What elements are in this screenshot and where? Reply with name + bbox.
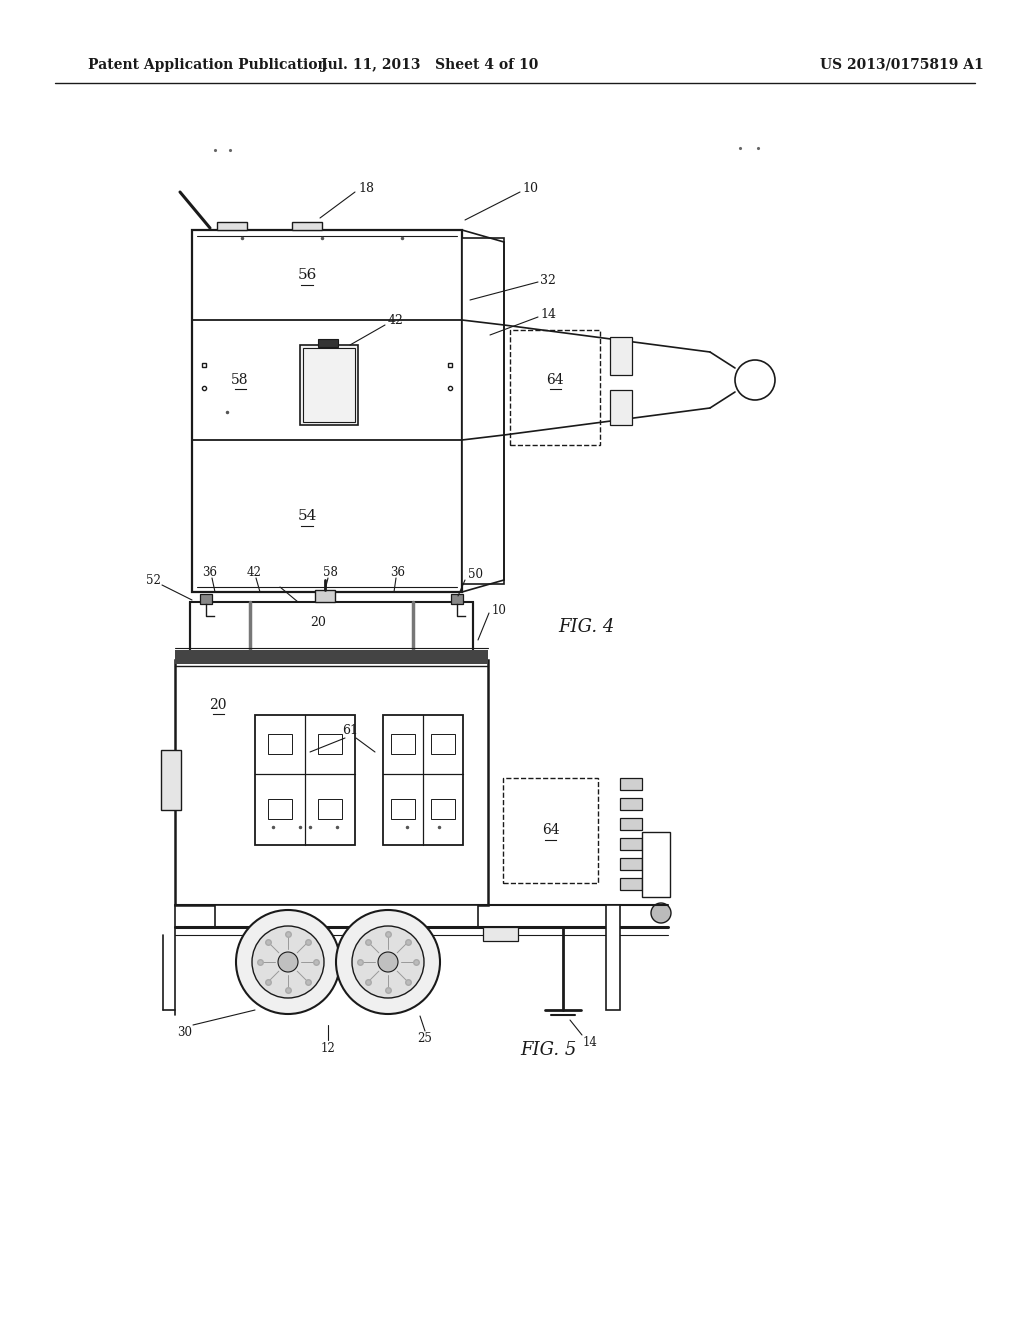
Bar [175,660,488,906]
Text: 61: 61 [342,723,358,737]
Bar [303,348,355,422]
Bar [610,389,632,425]
Circle shape [278,952,298,972]
Bar [200,594,212,605]
Bar [318,734,342,754]
Text: 14: 14 [540,309,556,322]
Bar [383,715,463,845]
Bar [462,238,504,583]
Text: FIG. 5: FIG. 5 [520,1041,577,1059]
Bar [300,345,358,425]
Text: US 2013/0175819 A1: US 2013/0175819 A1 [820,58,984,73]
Bar [255,715,355,845]
Circle shape [352,927,424,998]
Text: 56: 56 [297,268,316,282]
Circle shape [252,927,324,998]
Bar [606,906,620,1010]
Text: 42: 42 [388,314,403,326]
Bar [620,858,642,870]
Bar [318,799,342,818]
Bar [503,777,598,883]
Bar [620,818,642,830]
Bar [431,799,455,818]
Bar [193,230,462,591]
Text: 64: 64 [546,374,564,387]
Bar [620,878,642,890]
Text: 42: 42 [247,565,261,578]
Text: 32: 32 [540,273,556,286]
Bar [268,734,292,754]
Text: 10: 10 [492,603,507,616]
Bar [483,927,518,941]
Text: 50: 50 [468,569,483,582]
Bar [620,799,642,810]
Circle shape [651,903,671,923]
Bar [217,222,247,230]
Bar [190,602,473,657]
Text: 10: 10 [522,181,538,194]
Bar [161,750,181,810]
Text: 58: 58 [323,565,338,578]
Bar [292,222,322,230]
Text: FIG. 4: FIG. 4 [558,618,614,636]
Text: 54: 54 [297,510,316,523]
Bar [510,330,600,445]
Text: 14: 14 [583,1035,597,1048]
Bar [268,799,292,818]
Text: 64: 64 [542,824,559,837]
Text: 52: 52 [145,573,161,586]
Bar [318,339,338,347]
Circle shape [336,909,440,1014]
Bar [642,832,670,898]
Bar [175,649,488,664]
Bar [315,590,335,602]
Text: 36: 36 [390,565,406,578]
Bar [610,337,632,375]
Circle shape [378,952,398,972]
Text: 20: 20 [310,615,326,628]
Bar [431,734,455,754]
Circle shape [236,909,340,1014]
Text: Patent Application Publication: Patent Application Publication [88,58,328,73]
Bar [620,838,642,850]
Bar [215,906,478,927]
Text: 36: 36 [203,565,217,578]
Bar [451,594,463,605]
Text: 12: 12 [321,1041,336,1055]
Bar [391,799,415,818]
Text: 30: 30 [177,1026,193,1039]
Text: 18: 18 [358,181,374,194]
Text: 58: 58 [231,374,249,387]
Text: 20: 20 [209,698,226,711]
Bar [620,777,642,789]
Bar [391,734,415,754]
Text: 25: 25 [418,1031,432,1044]
Text: Jul. 11, 2013   Sheet 4 of 10: Jul. 11, 2013 Sheet 4 of 10 [322,58,539,73]
